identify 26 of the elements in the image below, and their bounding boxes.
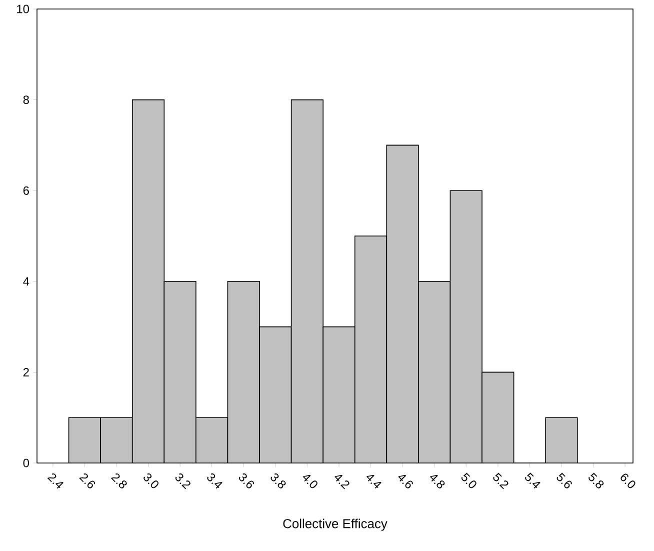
x-tick-label: 3.0 — [144, 473, 158, 488]
x-tick-label: 3.4 — [207, 473, 222, 489]
x-axis-title: Collective Efficacy — [283, 518, 388, 531]
x-tick-label: 3.2 — [175, 473, 190, 490]
y-tick-label: 4 — [23, 277, 30, 286]
x-tick-label: 5.4 — [525, 472, 540, 488]
x-tick-label: 6.0 — [620, 474, 636, 488]
x-tick-label: 4.2 — [334, 474, 350, 490]
x-tick-label: 5.6 — [556, 472, 572, 488]
x-tick-label: 3.8 — [270, 473, 286, 488]
y-tick-label: 2 — [23, 368, 29, 376]
x-tick-label: 2.8 — [110, 473, 127, 488]
y-tick-label: 0 — [23, 458, 30, 468]
x-tick-label: 5.8 — [588, 472, 604, 488]
x-tick-label: 5.2 — [493, 472, 508, 490]
x-tick-label: 4.8 — [430, 474, 445, 488]
x-tick-label: 2.4 — [47, 473, 64, 489]
x-tick-label: 4.6 — [398, 474, 413, 488]
y-tick-label: 6 — [23, 186, 29, 195]
y-tick-label: 10 — [17, 4, 30, 14]
x-tick-label: 3.6 — [238, 473, 254, 488]
x-tick-label: 2.6 — [79, 473, 96, 488]
x-tick-label: 4.0 — [302, 474, 318, 488]
x-tick-label: 5.0 — [461, 472, 476, 488]
y-tick-label: 8 — [23, 96, 29, 104]
x-tick-label: 4.4 — [366, 474, 382, 488]
